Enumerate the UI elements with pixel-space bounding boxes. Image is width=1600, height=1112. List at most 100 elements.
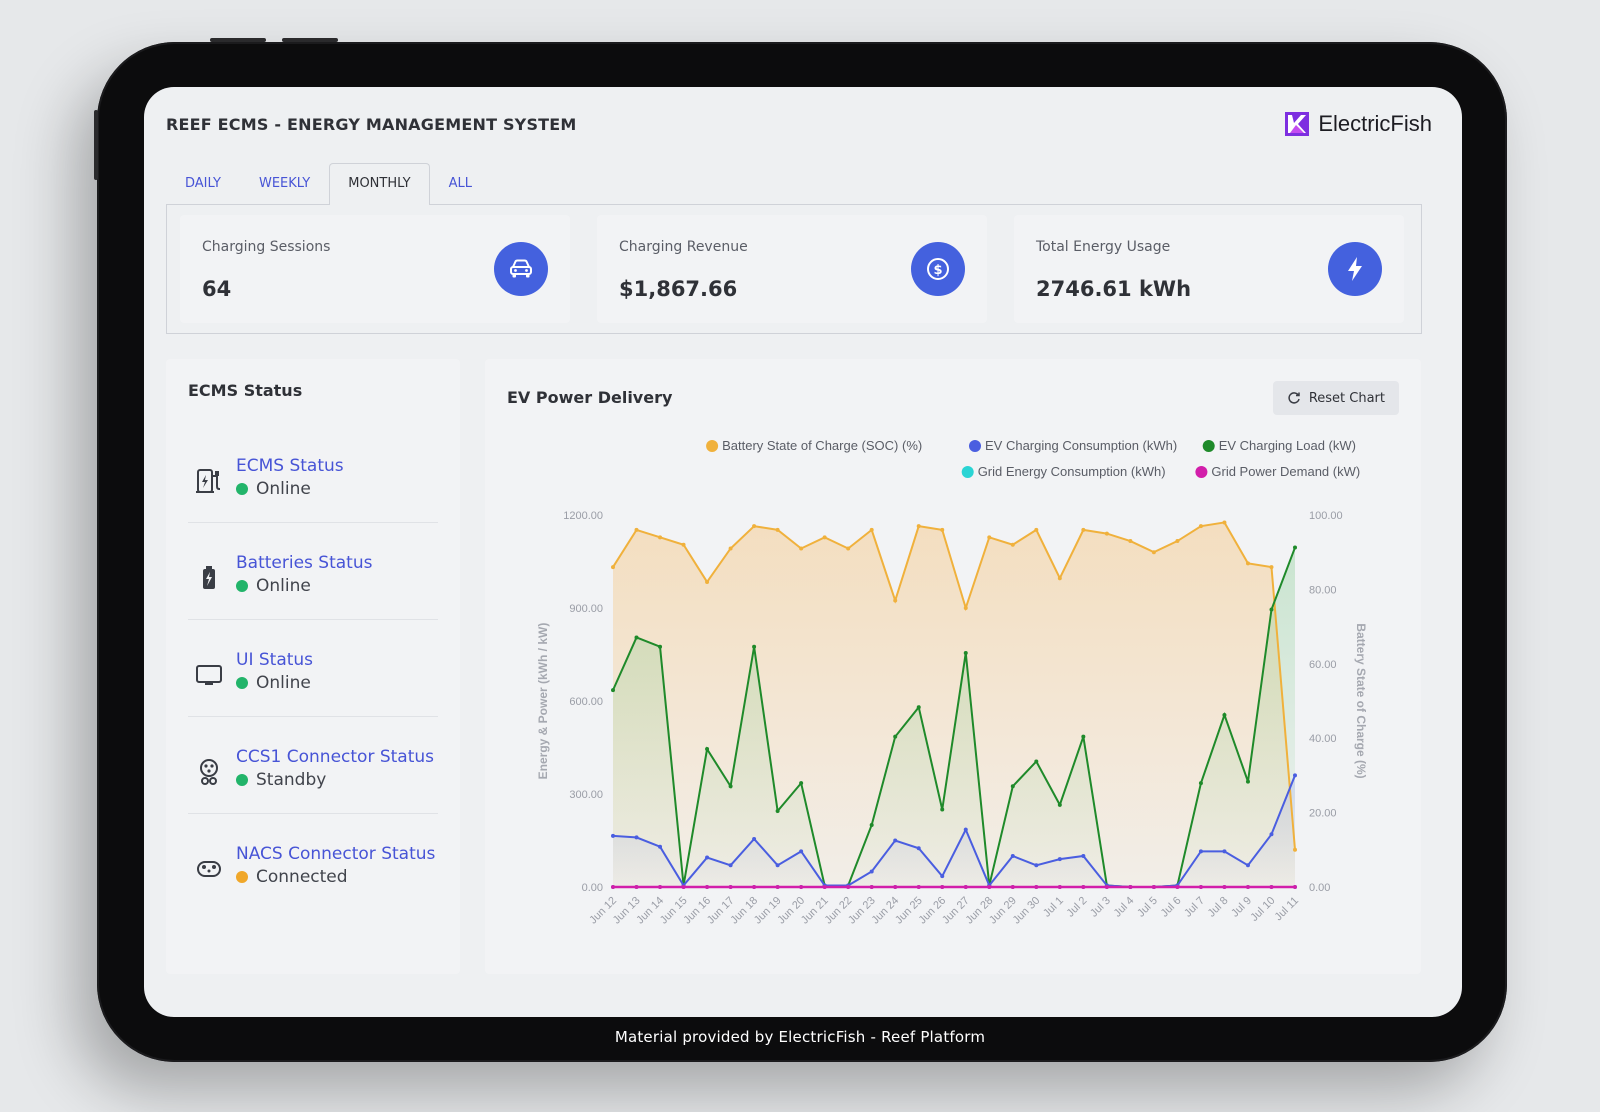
grid-power-point (1057, 885, 1062, 889)
tablet-button (282, 38, 338, 42)
load-point (1010, 784, 1015, 789)
grid-power-point (1222, 885, 1227, 889)
legend-label: Grid Energy Consumption (kWh) (978, 464, 1166, 479)
status-dot (236, 871, 248, 883)
grid-power-point (1175, 885, 1180, 889)
grid-power-point (987, 885, 992, 889)
load-point (752, 644, 757, 649)
soc-point (752, 524, 757, 529)
kpi-card-charging-revenue: Charging Revenue $1,867.66 $ (597, 215, 987, 323)
load-point (775, 809, 780, 814)
grid-power-point (893, 885, 898, 889)
soc-point (1104, 531, 1109, 536)
load-point (634, 635, 639, 640)
soc-point (1081, 527, 1086, 532)
status-item-ui: UI Status Online (188, 620, 438, 717)
consumption-point (775, 863, 780, 868)
soc-line (612, 521, 1296, 850)
grid-power-point (705, 885, 710, 889)
tab-monthly[interactable]: MONTHLY (329, 163, 430, 205)
consumption-point (752, 836, 757, 841)
consumption-line (612, 775, 1296, 888)
ecms-status-card: ECMS Status ECMS Status Online Batteries (166, 359, 460, 974)
tab-daily[interactable]: DAILY (185, 176, 221, 191)
y-tick-label: 0.00 (582, 882, 603, 894)
status-name[interactable]: Batteries Status (236, 553, 373, 573)
status-state-label: Standby (256, 770, 327, 790)
soc-point (1245, 561, 1250, 566)
monitor-icon (196, 665, 222, 685)
soc-point (611, 565, 615, 570)
svg-text:$: $ (933, 263, 942, 278)
kpi-value: 64 (202, 277, 232, 301)
soc-point (799, 546, 804, 551)
consumption-point (705, 855, 710, 860)
kpi-label: Charging Revenue (619, 239, 748, 255)
soc-point (869, 527, 874, 532)
legend-label: EV Charging Load (kW) (1219, 438, 1356, 453)
status-name[interactable]: ECMS Status (236, 456, 344, 476)
grid-power-point (846, 885, 851, 889)
brand-logo: ElectricFish (1284, 111, 1432, 137)
status-card-title: ECMS Status (188, 381, 303, 400)
tab-all[interactable]: ALL (448, 176, 472, 191)
app-screen: REEF ECMS - ENERGY MANAGEMENT SYSTEM Ele… (144, 87, 1462, 1017)
status-name[interactable]: UI Status (236, 650, 314, 670)
status-name[interactable]: NACS Connector Status (236, 844, 436, 864)
load-point (1057, 802, 1062, 807)
tablet-button (210, 38, 266, 42)
consumption-point (1269, 832, 1274, 837)
y-tick-label: 300.00 (569, 789, 603, 801)
soc-point (1128, 539, 1133, 544)
status-state: Standby (236, 770, 326, 790)
load-point (893, 734, 898, 739)
load-point (1198, 781, 1203, 786)
status-dot (236, 774, 248, 786)
x-tick-label: Jul 1 (1041, 895, 1066, 920)
x-tick-label: Jul 7 (1182, 895, 1207, 920)
status-state-label: Online (256, 673, 311, 693)
consumption-point (940, 874, 945, 879)
load-point (916, 705, 921, 710)
y2-tick-label: 100.00 (1309, 510, 1343, 522)
grid-power-point (1245, 885, 1250, 889)
soc-point (1057, 576, 1062, 581)
grid-power-point (799, 885, 804, 889)
y2-tick-label: 0.00 (1309, 882, 1330, 894)
consumption-point (1222, 849, 1227, 854)
soc-point (893, 598, 898, 603)
status-state-label: Online (256, 479, 311, 499)
soc-point (728, 546, 733, 551)
tab-weekly[interactable]: WEEKLY (258, 176, 311, 191)
consumption-point (869, 869, 874, 874)
soc-point (634, 527, 639, 532)
grid-power-point (775, 885, 780, 889)
status-dot (236, 677, 248, 689)
kpi-label: Charging Sessions (202, 239, 331, 255)
grid-power-point (1034, 885, 1039, 889)
consumption-point (1057, 857, 1062, 862)
grid-power-point (963, 885, 968, 889)
ev-power-delivery-chart[interactable]: Battery State of Charge (SOC) (%) EV Char… (485, 359, 1421, 974)
x-tick-label: Jul 10 (1248, 895, 1277, 924)
legend-label: Battery State of Charge (SOC) (%) (722, 438, 922, 453)
chart-title: EV Power Delivery (507, 388, 673, 407)
refresh-icon (1288, 392, 1300, 404)
period-tabs: DAILY WEEKLY MONTHLY ALL (166, 163, 491, 205)
legend-marker (961, 466, 974, 478)
status-name[interactable]: CCS1 Connector Status (236, 747, 435, 767)
grid-power-point (1151, 885, 1156, 889)
soc-point (705, 579, 710, 584)
legend-label: EV Charging Consumption (kWh) (985, 438, 1177, 453)
reset-chart-button[interactable]: Reset Chart (1272, 381, 1399, 415)
soc-point (1222, 520, 1227, 525)
kpi-label: Total Energy Usage (1036, 239, 1171, 255)
consumption-point (799, 849, 804, 854)
consumption-point (963, 827, 968, 832)
load-point (611, 688, 615, 693)
load-point (1293, 545, 1297, 550)
kpi-card-charging-sessions: Charging Sessions 64 (180, 215, 570, 323)
reset-chart-label: Reset Chart (1308, 390, 1385, 406)
consumption-point (728, 863, 733, 868)
consumption-point (1198, 849, 1203, 854)
